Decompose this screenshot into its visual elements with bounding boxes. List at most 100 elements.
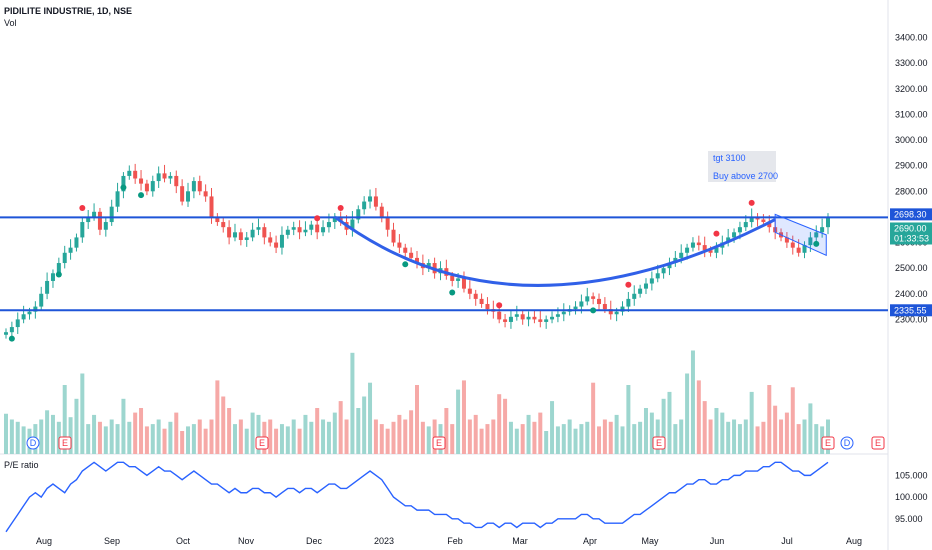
volume-bar xyxy=(109,419,114,454)
volume-bar xyxy=(444,408,449,454)
candle-body xyxy=(62,252,67,264)
candle-body xyxy=(15,319,20,328)
volume-bar xyxy=(227,408,232,454)
event-marker-label: E xyxy=(436,438,442,448)
candle-body xyxy=(121,175,126,192)
last-price-label: 2690.00 xyxy=(894,223,927,233)
volume-bar xyxy=(362,396,367,454)
volume-bar xyxy=(679,419,684,454)
volume-bar xyxy=(708,419,713,454)
volume-bar xyxy=(632,424,637,454)
candle-body xyxy=(197,181,202,192)
volume-bar xyxy=(332,412,337,454)
event-marker-label: E xyxy=(259,438,265,448)
time-tick-label: Aug xyxy=(846,536,862,546)
candle-body xyxy=(767,222,772,228)
volume-bar xyxy=(209,419,214,454)
volume-bar xyxy=(315,408,320,454)
candle-body xyxy=(784,237,789,243)
candle-body xyxy=(403,247,408,253)
candle-body xyxy=(520,314,525,320)
pe-tick-label: 105.000 xyxy=(895,470,928,480)
candle-body xyxy=(315,224,320,233)
volume-bar xyxy=(368,382,373,454)
candle-body xyxy=(115,191,120,207)
earnings-marker xyxy=(652,436,666,450)
price-tick-label: 2500.00 xyxy=(895,263,928,273)
volume-bar xyxy=(415,385,419,454)
volume-bar xyxy=(156,419,161,454)
candle-body xyxy=(162,173,167,179)
volume-bar xyxy=(661,398,666,454)
candle-body xyxy=(620,306,625,312)
volume-bar xyxy=(526,414,531,454)
time-tick-label: Aug xyxy=(36,536,52,546)
volume-bar xyxy=(755,426,760,454)
volume-bar xyxy=(326,421,331,454)
volume-bar xyxy=(491,419,496,454)
dividend-marker xyxy=(26,436,40,450)
event-marker-label: E xyxy=(656,438,662,448)
signal-dot-sell xyxy=(314,215,321,222)
volume-bar xyxy=(714,408,719,454)
volume-bar xyxy=(373,419,378,454)
candle-body xyxy=(97,211,102,230)
volume-bar xyxy=(4,413,8,454)
level-price-tag xyxy=(890,304,932,317)
candle-body xyxy=(426,263,431,269)
candle-body xyxy=(356,209,361,220)
volume-bar xyxy=(197,419,202,454)
volume-bar xyxy=(285,426,290,454)
volume-bar xyxy=(186,426,191,454)
candle-body xyxy=(655,273,660,279)
volume-bar xyxy=(168,421,173,454)
candle-body xyxy=(808,237,813,246)
candle-body xyxy=(45,280,50,294)
candle-body xyxy=(597,298,602,305)
volume-bar xyxy=(121,398,126,454)
volume-bar xyxy=(221,396,226,454)
candle-body xyxy=(379,206,384,217)
volume-bar xyxy=(808,403,813,454)
dividend-marker xyxy=(840,436,854,450)
volume-bar xyxy=(403,419,408,454)
volume-bar xyxy=(514,428,519,454)
volume-bar xyxy=(303,414,308,454)
volume-bar xyxy=(643,408,648,454)
candle-body xyxy=(244,237,249,240)
volume-bar xyxy=(620,426,625,454)
volume-bar xyxy=(784,412,789,454)
price-tick-label: 3000.00 xyxy=(895,135,928,145)
earnings-marker xyxy=(871,436,885,450)
signal-dot-sell xyxy=(713,230,720,237)
candle-body xyxy=(661,268,666,274)
candle-body xyxy=(690,242,695,248)
candle-body xyxy=(397,242,402,248)
volume-bar xyxy=(720,412,725,454)
volume-bar xyxy=(50,414,55,454)
volume-bar xyxy=(673,424,678,454)
volume-bar xyxy=(779,419,784,454)
volume-legend-label: Vol xyxy=(4,18,17,28)
earnings-marker xyxy=(821,436,835,450)
countdown-label: 01:33:53 xyxy=(894,233,929,243)
time-tick-label: Feb xyxy=(447,536,463,546)
candle-body xyxy=(168,175,173,179)
event-marker-label: E xyxy=(62,438,68,448)
volume-bar xyxy=(508,421,513,454)
volume-bar xyxy=(550,401,555,454)
volume-bar xyxy=(180,431,185,454)
price-tick-label: 3200.00 xyxy=(895,84,928,94)
candle-body xyxy=(409,252,414,258)
candle-body xyxy=(285,229,290,235)
volume-bar xyxy=(115,424,120,454)
candle-body xyxy=(27,311,32,315)
earnings-marker xyxy=(255,436,269,450)
volume-bar xyxy=(250,412,255,454)
candle-body xyxy=(503,319,508,322)
volume-bar xyxy=(479,428,484,454)
candle-body xyxy=(303,229,308,233)
volume-bar xyxy=(291,419,296,454)
volume-bar xyxy=(9,419,14,454)
